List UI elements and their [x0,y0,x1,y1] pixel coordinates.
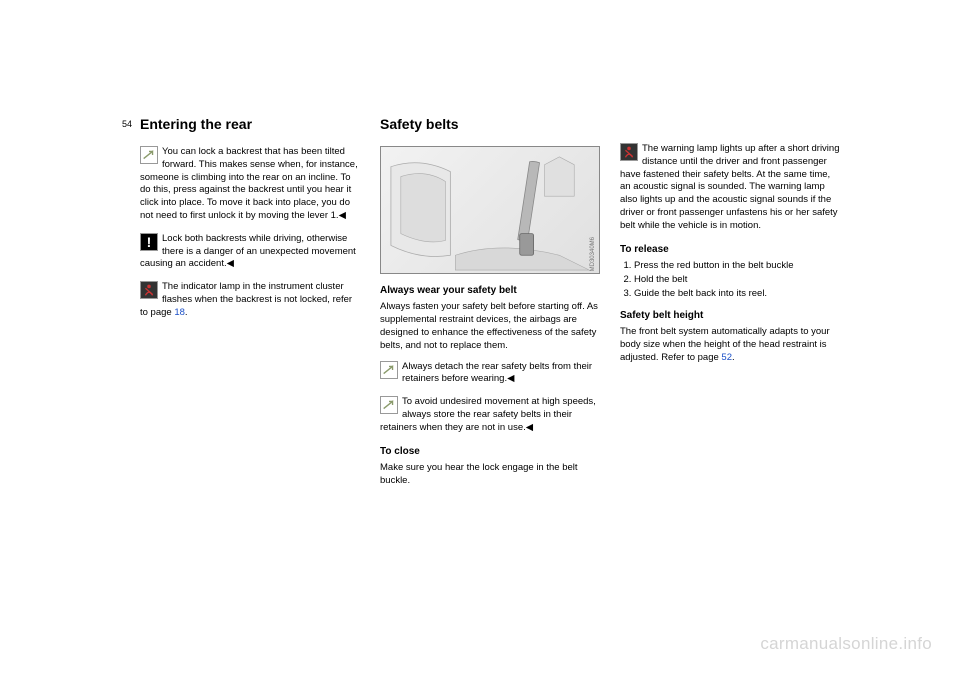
subheading-belt-height: Safety belt height [620,309,840,323]
subheading-to-release: To release [620,243,840,257]
end-mark: ◀ [339,210,346,221]
note-tip-3: To avoid undesired movement at high spee… [380,396,600,434]
subheading-always-wear: Always wear your safety belt [380,284,600,298]
watermark: carmanualsonline.info [760,634,932,654]
column-2: Safety belts MD30340M6 Always wear your … [380,115,600,496]
warning-icon: ! [140,233,158,251]
list-item: Guide the belt back into its reel. [634,288,840,301]
paragraph-text-end: . [732,352,735,363]
paragraph: The front belt system automatically adap… [620,326,840,364]
end-mark: ◀ [227,258,234,269]
tip-icon [380,396,398,414]
page-number: 54 [122,119,132,129]
page-content: Entering the rear You can lock a backres… [140,115,840,496]
safety-belt-figure: MD30340M6 [380,146,600,274]
column-1: Entering the rear You can lock a backres… [140,115,360,496]
seatbelt-indicator-icon [140,281,158,299]
seatbelt-indicator-icon [620,143,638,161]
note-text: Always detach the rear safety belts from… [402,361,592,385]
end-mark: ◀ [507,373,514,384]
note-text: The warning lamp lights up after a short… [620,143,840,233]
end-mark: ◀ [526,422,533,433]
note-tip-2: Always detach the rear safety belts from… [380,361,600,387]
subheading-to-close: To close [380,445,600,459]
note-warning-1: ! Lock both backrests while driving, oth… [140,233,360,271]
figure-code: MD30340M6 [589,237,597,271]
note-indicator-1: The indicator lamp in the instrument clu… [140,281,360,319]
release-steps: Press the red button in the belt buckle … [620,260,840,300]
tip-icon [140,146,158,164]
page-link-52[interactable]: 52 [719,352,732,363]
note-text: Lock both backrests while driving, other… [140,233,356,270]
note-text-end: . [185,307,188,318]
heading-entering-rear: Entering the rear [140,115,360,134]
note-text: To avoid undesired movement at high spee… [380,396,596,433]
heading-safety-belts: Safety belts [380,115,600,134]
page-link-18[interactable]: 18 [172,307,185,318]
paragraph: Make sure you hear the lock engage in th… [380,462,600,488]
note-tip-1: You can lock a backrest that has been ti… [140,146,360,223]
column-3: The warning lamp lights up after a short… [620,115,840,496]
note-indicator-2: The warning lamp lights up after a short… [620,143,840,233]
list-item: Press the red button in the belt buckle [634,260,840,273]
tip-icon [380,361,398,379]
list-item: Hold the belt [634,274,840,287]
note-text: You can lock a backrest that has been ti… [140,146,358,221]
paragraph: Always fasten your safety belt before st… [380,301,600,352]
